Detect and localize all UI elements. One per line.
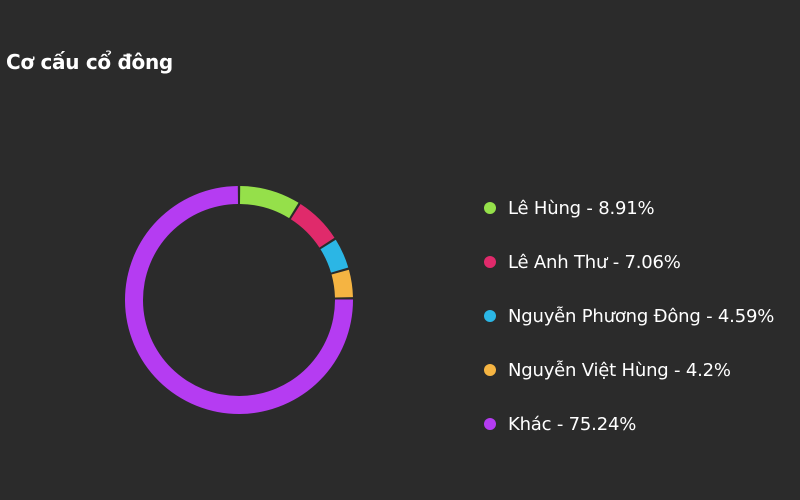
donut-slice-0[interactable] (240, 186, 299, 219)
legend-label-1: Lê Anh Thư - 7.06% (508, 251, 681, 273)
chart-title: Cơ cấu cổ đông (6, 50, 173, 74)
donut-slice-2[interactable] (320, 239, 349, 273)
legend-item-3[interactable]: Nguyễn Việt Hùng - 4.2% (484, 352, 774, 388)
legend-dot-4 (484, 418, 496, 430)
donut-slice-1[interactable] (290, 204, 335, 248)
legend-item-0[interactable]: Lê Hùng - 8.91% (484, 190, 774, 226)
chart-legend: Lê Hùng - 8.91% Lê Anh Thư - 7.06% Nguyễn … (484, 190, 774, 460)
legend-label-3: Nguyễn Việt Hùng - 4.2% (508, 359, 731, 381)
legend-label-4: Khác - 75.24% (508, 413, 637, 435)
legend-label-0: Lê Hùng - 8.91% (508, 197, 655, 219)
donut-slice-3[interactable] (331, 269, 353, 298)
legend-dot-1 (484, 256, 496, 268)
legend-dot-0 (484, 202, 496, 214)
legend-dot-2 (484, 310, 496, 322)
legend-item-4[interactable]: Khác - 75.24% (484, 406, 774, 442)
legend-label-2: Nguyễn Phương Đông - 4.59% (508, 305, 775, 327)
legend-dot-3 (484, 364, 496, 376)
legend-item-2[interactable]: Nguyễn Phương Đông - 4.59% (484, 298, 774, 334)
legend-item-1[interactable]: Lê Anh Thư - 7.06% (484, 244, 774, 280)
